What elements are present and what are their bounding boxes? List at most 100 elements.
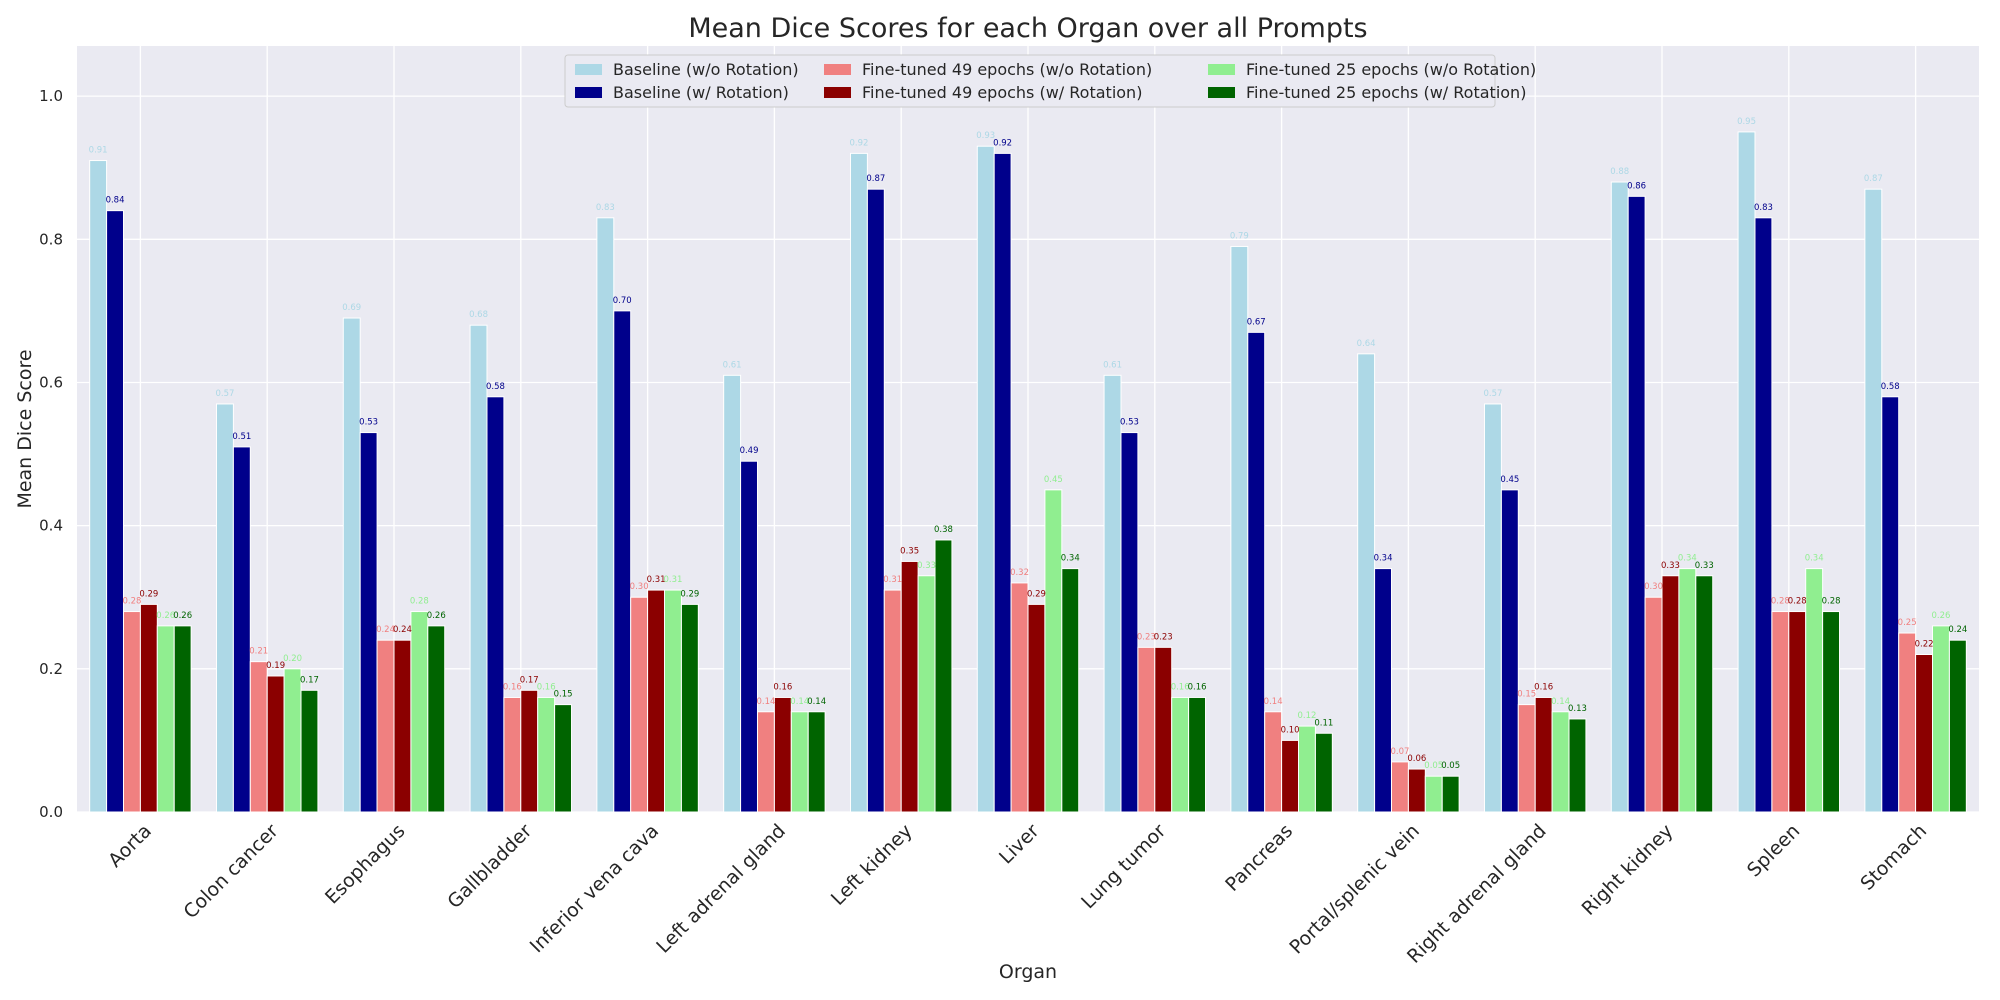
bar-value-label: 0.87 xyxy=(1864,174,1883,184)
bar xyxy=(664,589,682,813)
bar-value-label: 0.19 xyxy=(266,661,285,671)
bar-value-label: 0.14 xyxy=(1264,697,1283,707)
bar xyxy=(1298,725,1316,813)
bar-value-label: 0.26 xyxy=(156,611,175,621)
legend-label: Baseline (w/ Rotation) xyxy=(613,83,789,102)
bar-value-label: 0.05 xyxy=(1441,761,1460,771)
bar-value-label: 0.16 xyxy=(1534,682,1553,692)
y-tick-label: 0.4 xyxy=(39,517,63,535)
bar-value-label: 0.33 xyxy=(1695,561,1714,571)
bar-value-label: 0.34 xyxy=(1374,554,1393,564)
legend-box xyxy=(564,54,1496,108)
bar xyxy=(1010,582,1029,813)
bar xyxy=(1103,374,1122,813)
x-tick-label: Left adrenal gland xyxy=(652,820,790,958)
bar xyxy=(537,696,556,813)
y-tick-label: 0.6 xyxy=(39,373,63,391)
legend-label: Fine-tuned 25 epochs (w/o Rotation) xyxy=(1246,60,1536,79)
bar xyxy=(1695,575,1714,813)
bar-value-label: 0.51 xyxy=(232,432,251,442)
bar xyxy=(934,539,953,813)
bar-value-label: 0.16 xyxy=(537,682,556,692)
bar xyxy=(1822,611,1841,813)
bar xyxy=(866,188,885,813)
bar xyxy=(917,575,936,813)
bar-value-label: 0.29 xyxy=(680,589,699,599)
bar-value-label: 0.10 xyxy=(1281,725,1300,735)
bar-value-label: 0.34 xyxy=(1061,554,1080,564)
bar-value-label: 0.92 xyxy=(849,138,868,148)
bar-value-label: 0.31 xyxy=(647,575,666,585)
legend-swatch xyxy=(575,87,602,98)
bar xyxy=(1771,611,1790,813)
bar-value-label: 0.93 xyxy=(976,131,995,141)
bar-value-label: 0.29 xyxy=(139,589,158,599)
bar xyxy=(1441,775,1460,813)
bar xyxy=(1644,596,1663,813)
bar xyxy=(520,689,539,813)
x-tick-label: Esophagus xyxy=(321,820,410,909)
bar xyxy=(1898,632,1917,813)
bar-value-label: 0.92 xyxy=(993,138,1012,148)
bar-value-label: 0.68 xyxy=(469,310,488,320)
bar-value-label: 0.16 xyxy=(1171,682,1190,692)
bar-value-label: 0.57 xyxy=(215,389,234,399)
bar xyxy=(249,661,268,813)
bar xyxy=(1137,646,1156,813)
bar-value-label: 0.14 xyxy=(790,697,809,707)
bar xyxy=(1932,625,1950,813)
bar-value-label: 0.34 xyxy=(1678,554,1697,564)
bar xyxy=(342,317,361,813)
bar xyxy=(1281,739,1300,813)
bar xyxy=(1120,432,1139,813)
bar xyxy=(790,711,809,813)
bar xyxy=(1027,603,1046,813)
legend-label: Fine-tuned 49 epochs (w/o Rotation) xyxy=(862,60,1152,79)
bar-value-label: 0.87 xyxy=(866,174,885,184)
bar-value-label: 0.12 xyxy=(1297,711,1316,721)
bar-value-label: 0.28 xyxy=(1788,597,1807,607)
x-axis-title: Organ xyxy=(999,961,1057,983)
bar xyxy=(1154,646,1173,813)
bar xyxy=(740,460,758,813)
bar-value-label: 0.58 xyxy=(486,382,505,392)
bar xyxy=(1948,639,1967,813)
bar xyxy=(1551,711,1570,813)
bar-value-label: 0.70 xyxy=(613,296,632,306)
bar-value-label: 0.24 xyxy=(393,625,412,635)
bar-value-label: 0.31 xyxy=(883,575,902,585)
bar-value-label: 0.32 xyxy=(1010,568,1029,578)
bar xyxy=(1483,403,1502,813)
bar-value-label: 0.88 xyxy=(1610,167,1629,177)
x-tick-label: Pancreas xyxy=(1221,820,1297,896)
x-tick-label: Spleen xyxy=(1743,820,1804,881)
bar-value-label: 0.38 xyxy=(934,525,953,535)
bar xyxy=(1171,696,1190,813)
bar-value-label: 0.28 xyxy=(122,597,141,607)
bar xyxy=(1678,568,1697,813)
legend-label: Fine-tuned 25 epochs (w/ Rotation) xyxy=(1246,83,1526,102)
bar-value-label: 0.57 xyxy=(1483,389,1502,399)
bar-value-label: 0.11 xyxy=(1314,718,1333,728)
bar-value-label: 0.14 xyxy=(1551,697,1570,707)
x-axis-ticks: Aorta Colon cancer Esophagus GallbladderInf… xyxy=(104,820,1931,968)
x-tick-label: Gallbladder xyxy=(443,820,536,913)
chart-title: Mean Dice Scores for each Organ over all… xyxy=(688,13,1367,44)
bar-value-label: 0.83 xyxy=(596,203,615,213)
bar xyxy=(106,210,124,813)
bar xyxy=(503,696,522,813)
bar-value-label: 0.20 xyxy=(283,654,302,664)
bar-value-label: 0.24 xyxy=(1948,625,1967,635)
bar-value-label: 0.86 xyxy=(1627,181,1646,191)
bar xyxy=(630,596,649,813)
bar-value-label: 0.33 xyxy=(917,561,936,571)
bar-value-label: 0.58 xyxy=(1881,382,1900,392)
bar xyxy=(596,217,615,813)
bar xyxy=(1500,489,1519,813)
bar-value-label: 0.30 xyxy=(1644,582,1663,592)
bar-value-label: 0.26 xyxy=(427,611,446,621)
bar xyxy=(1864,188,1883,813)
bar xyxy=(723,374,742,813)
bar-value-label: 0.24 xyxy=(376,625,395,635)
